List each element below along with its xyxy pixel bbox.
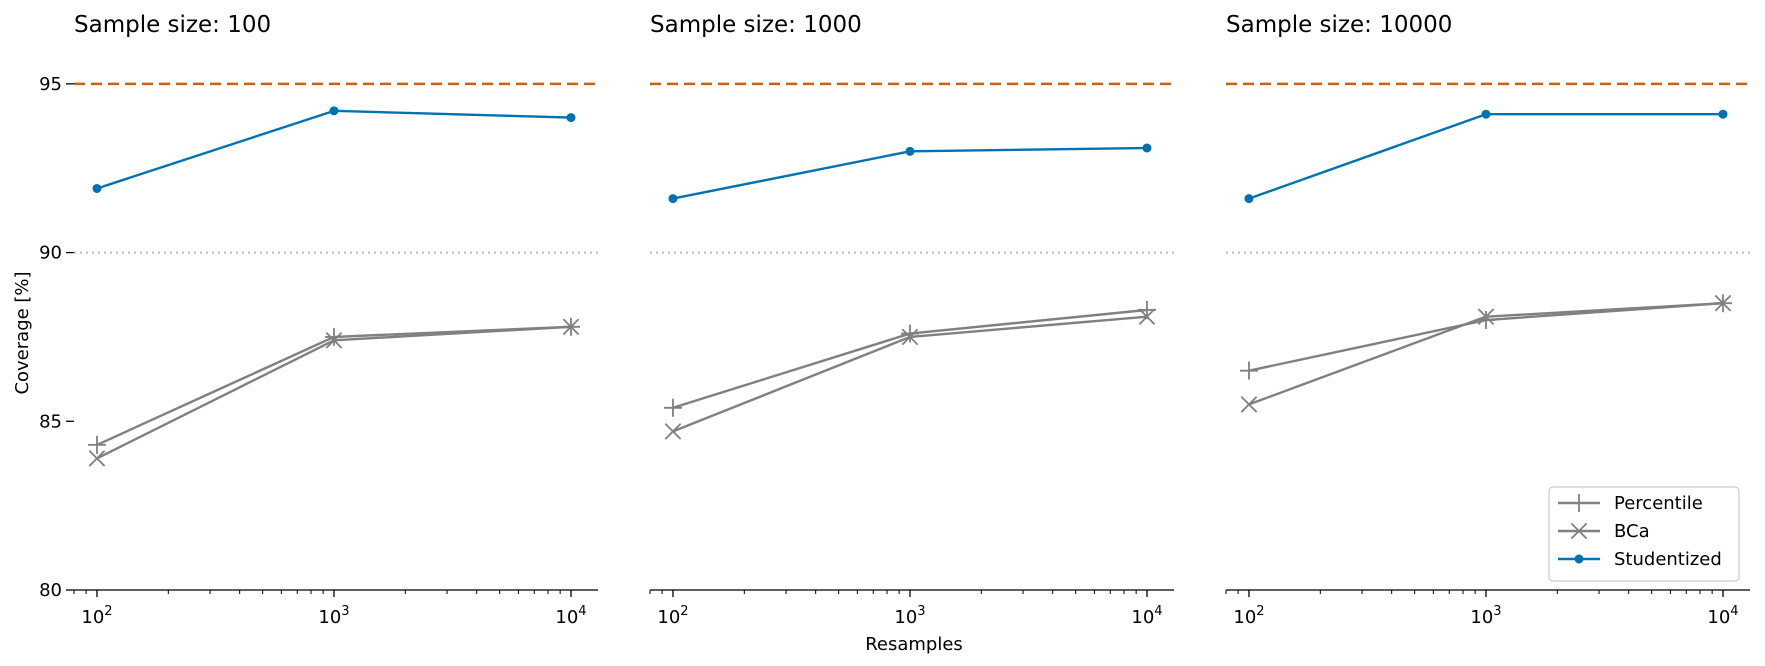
y-tick-label: 85 [39,411,62,432]
data-point-studentized [1142,143,1152,153]
panel-1: Sample size: 100 102 103 104 [73,12,598,628]
panel-title: Sample size: 10000 [1226,12,1452,38]
x-axis-label: Resamples [865,634,963,655]
x-tick-label: 104 [555,604,586,628]
x-tick-label: 102 [657,604,688,628]
series-line-studentized [96,109,572,190]
data-point-studentized [668,194,678,204]
legend-marker [1570,494,1588,512]
data-point-bca [562,318,580,336]
panel-title: Sample size: 100 [74,12,271,38]
data-point-bca [1477,308,1495,325]
data-point-bca [1138,308,1156,325]
y-axis: 80 85 90 95 [39,74,74,601]
x-tick-label: 104 [1131,604,1162,628]
data-point-percentile [1239,361,1258,380]
panel-2: Sample size: 1000 102 103 104 [649,12,1174,628]
data-point-bca [664,423,682,440]
data-point-bca [1714,294,1732,312]
data-point-bca [88,450,106,467]
legend-frame [1548,486,1740,582]
series-line-studentized [1248,113,1723,200]
data-point-percentile [663,398,682,417]
data-point-studentized [1481,109,1491,119]
y-tick-label: 90 [39,243,62,264]
data-point-percentile [324,327,343,346]
data-point-studentized [329,106,339,116]
y-tick-label: 95 [39,74,62,95]
legend: Percentile BCa Studentized [1548,486,1740,582]
panel-title: Sample size: 1000 [650,12,862,38]
data-point-percentile [87,435,106,454]
x-tick-label: 104 [1707,604,1738,628]
x-tick-label: 103 [1470,604,1501,628]
legend-label: Percentile [1614,493,1703,514]
data-point-studentized [92,183,102,193]
panel-3: Sample size: 10000 102 103 104 [1225,12,1750,628]
y-tick-label: 80 [39,580,62,601]
data-point-studentized [566,113,576,123]
legend-marker [1570,522,1588,540]
legend-label: BCa [1614,521,1650,542]
data-point-bca [901,328,919,346]
legend-label: Studentized [1614,549,1722,570]
x-tick-label: 103 [318,604,349,628]
data-point-studentized [1718,109,1728,119]
data-point-bca [325,332,343,349]
x-tick-label: 102 [81,604,112,628]
series-line-bca [96,325,572,460]
y-axis-label: Coverage [%] [12,271,33,394]
legend-marker [1574,554,1584,564]
x-tick-label: 103 [894,604,925,628]
data-point-studentized [905,146,915,156]
data-point-studentized [1244,194,1254,204]
data-point-percentile [900,324,919,343]
x-tick-label: 102 [1233,604,1264,628]
data-point-bca [1240,396,1258,413]
